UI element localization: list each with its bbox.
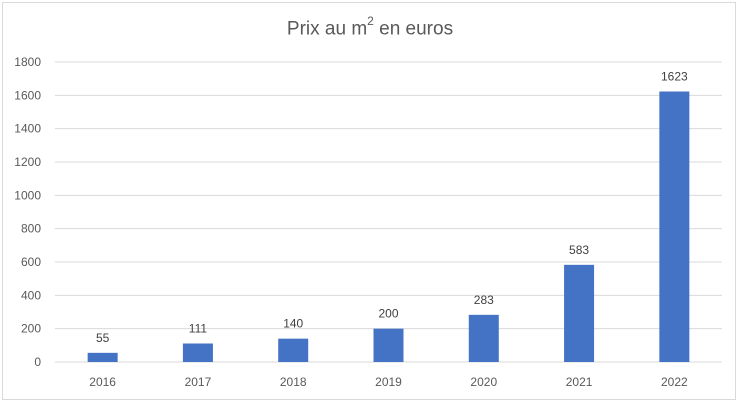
chart-title-superscript: 2	[367, 14, 374, 28]
x-tick-label-2016: 2016	[89, 375, 116, 389]
data-label-2021: 583	[569, 243, 589, 257]
bar-2022	[659, 91, 690, 362]
y-tick-label: 1600	[14, 88, 41, 102]
data-label-2017: 111	[189, 322, 208, 336]
x-tick-label-2021: 2021	[566, 375, 593, 389]
x-tick-label-2019: 2019	[375, 375, 402, 389]
y-tick-label: 1800	[14, 55, 41, 69]
bar-2017	[182, 343, 213, 362]
y-tick-label: 600	[21, 255, 41, 269]
chart-title: Prix au m2 en euros	[0, 14, 740, 40]
y-tick-label: 1000	[14, 188, 41, 202]
bar-2018	[278, 338, 309, 362]
y-tick-label: 1400	[14, 122, 41, 136]
y-tick-label: 200	[21, 322, 41, 336]
data-labels: 55 111 140 200 283 583 1623	[96, 70, 688, 345]
gridlines	[55, 61, 722, 363]
y-tick-label: 800	[21, 222, 41, 236]
bar-2020	[468, 314, 499, 362]
x-tick-label-2018: 2018	[280, 375, 307, 389]
bars	[87, 91, 690, 362]
bar-2019	[373, 328, 404, 362]
x-tick-label-2020: 2020	[470, 375, 497, 389]
bar-2021	[564, 264, 595, 362]
chart-title-tail: en euros	[373, 18, 454, 40]
chart-area	[2, 2, 736, 400]
x-axis: 2016 2017 2018 2019 2020 2021 2022	[89, 375, 688, 389]
data-label-2022: 1623	[661, 70, 688, 84]
y-tick-label: 1200	[14, 155, 41, 169]
y-tick-label: 400	[21, 288, 41, 302]
x-tick-label-2022: 2022	[661, 375, 688, 389]
chart-title-main: Prix au m	[286, 18, 368, 40]
data-label-2019: 200	[378, 307, 398, 321]
bar-2016	[87, 352, 118, 362]
y-axis: 0 200 400 600 800 1000 1200 1400 1600 1800	[14, 55, 41, 369]
data-label-2016: 55	[96, 331, 110, 345]
data-label-2018: 140	[283, 317, 303, 331]
data-label-2020: 283	[474, 293, 494, 307]
x-tick-label-2017: 2017	[185, 375, 212, 389]
y-tick-label: 0	[34, 355, 41, 369]
